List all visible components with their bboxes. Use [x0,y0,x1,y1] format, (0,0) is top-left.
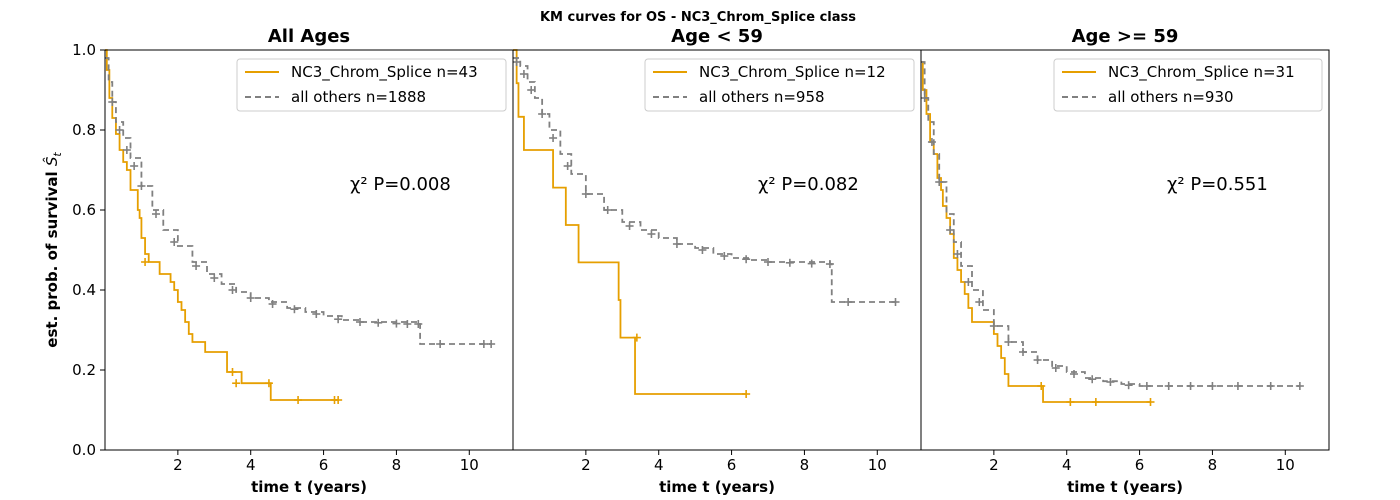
panel-title: All Ages [268,26,350,47]
figure-suptitle: KM curves for OS - NC3_Chrom_Splice clas… [540,10,856,25]
x-tick-label: 10 [1276,456,1295,474]
series-group [105,49,343,404]
y-tick-label: 0.6 [72,201,96,219]
legend-label: NC3_Chrom_Splice n=31 [1108,63,1295,82]
x-tick-label: 6 [319,456,329,474]
y-tick-label: 0.2 [72,361,96,379]
x-tick-label: 8 [1208,456,1218,474]
x-tick-label: 4 [246,456,256,474]
x-axis-label: time t (years) [659,478,775,496]
series-others [512,57,900,306]
y-tick-label: 0.4 [72,281,96,299]
panel-title: Age < 59 [671,26,763,47]
series-others [920,61,1304,390]
x-tick-label: 2 [173,456,183,474]
legend-label: NC3_Chrom_Splice n=12 [699,63,886,82]
legend-label: all others n=958 [699,88,825,106]
y-tick-label: 1.0 [72,41,96,59]
y-tick-label: 0.0 [72,441,96,459]
x-tick-label: 8 [800,456,810,474]
x-tick-label: 2 [581,456,591,474]
legend-box [644,58,915,112]
y-axis-label-symbol: Ŝ [42,156,61,166]
p-value-annotation: χ² P=0.551 [1167,174,1268,195]
series-others [105,57,496,348]
x-tick-label: 8 [392,456,402,474]
panel-2: Age < 59 2 4 6 8 10 time t (years) NC3_Chrom_Sp… [512,26,922,496]
x-axis-label: time t (years) [1067,478,1183,496]
legend-label: NC3_Chrom_Splice n=43 [291,63,478,82]
y-axis-label-subscript: t [51,152,64,157]
legend-label: all others n=930 [1108,88,1234,106]
x-tick-label: 6 [1135,456,1145,474]
panel-1: All Ages 2 4 6 8 10 0.0 0.2 0.4 0.6 0.8 1.0 time t (… [72,26,514,496]
legend-box [1053,58,1323,112]
y-axis-label-text: est. prob. of survival [43,166,61,348]
x-tick-label: 2 [989,456,999,474]
series-group [513,49,751,398]
plot-frame [920,49,1330,451]
x-tick-label: 4 [654,456,664,474]
x-axis-label: time t (years) [251,478,367,496]
panel-3: Age >= 59 2 4 6 8 10 time t (years) NC3_Chrom_S… [920,26,1330,496]
km-curve-line [513,49,747,395]
p-value-annotation: χ² P=0.008 [350,174,451,195]
x-tick-label: 10 [460,456,479,474]
legend-label: all others n=1888 [291,88,426,106]
y-tick-label: 0.8 [72,121,96,139]
x-tick-label: 6 [727,456,737,474]
p-value-annotation: χ² P=0.082 [758,174,859,195]
km-curve-line [921,61,1151,403]
legend-box [236,58,507,112]
y-axis-label: est. prob. of survival Ŝt [42,152,64,348]
x-tick-label: 10 [868,456,887,474]
chart-panels: All Ages 2 4 6 8 10 0.0 0.2 0.4 0.6 0.8 1.0 time t (… [72,26,1330,496]
series-group [921,61,1155,406]
x-tick-label: 4 [1062,456,1072,474]
km-curve-line [105,49,339,401]
panel-title: Age >= 59 [1072,26,1179,47]
km-curve-line [513,57,900,303]
